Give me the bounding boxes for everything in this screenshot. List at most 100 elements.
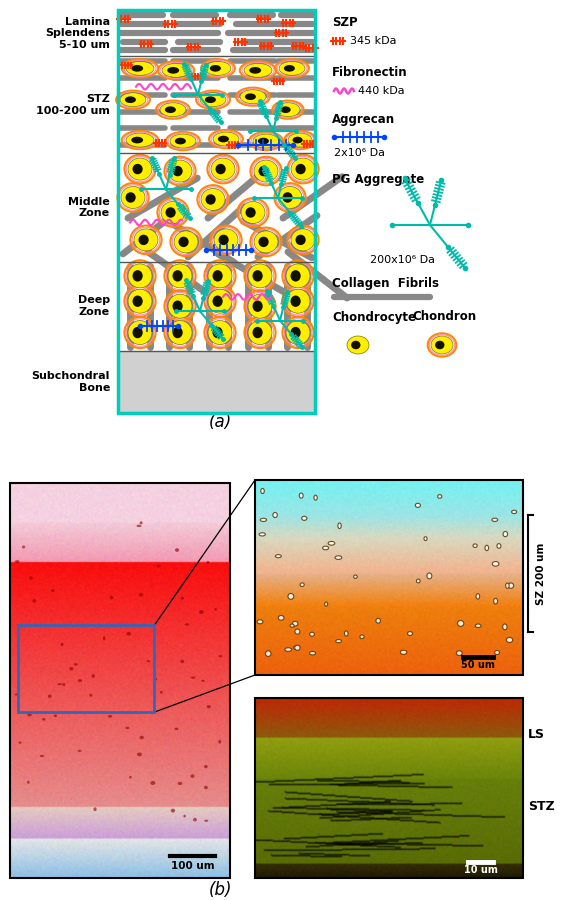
Bar (118, 10, 315, 413)
Ellipse shape (424, 536, 427, 541)
Ellipse shape (347, 336, 369, 354)
Text: (b): (b) (208, 881, 232, 899)
Ellipse shape (168, 320, 192, 345)
Ellipse shape (126, 193, 136, 202)
Ellipse shape (15, 560, 20, 563)
Ellipse shape (335, 556, 342, 560)
Ellipse shape (245, 207, 256, 218)
Ellipse shape (241, 202, 265, 223)
Ellipse shape (286, 289, 310, 313)
Ellipse shape (165, 207, 176, 218)
Ellipse shape (42, 718, 45, 721)
Ellipse shape (136, 525, 141, 527)
Ellipse shape (278, 186, 302, 209)
Ellipse shape (178, 237, 189, 248)
Ellipse shape (415, 503, 420, 508)
Ellipse shape (210, 65, 221, 72)
Ellipse shape (314, 495, 318, 500)
Ellipse shape (78, 750, 82, 751)
Ellipse shape (275, 554, 281, 558)
Ellipse shape (178, 782, 182, 785)
Ellipse shape (293, 621, 298, 626)
Ellipse shape (476, 594, 480, 599)
Ellipse shape (132, 164, 143, 175)
Text: SZ 200 um: SZ 200 um (536, 543, 546, 605)
Ellipse shape (32, 599, 36, 602)
Ellipse shape (260, 518, 266, 521)
Ellipse shape (18, 742, 22, 743)
Text: STZ
100-200 um: STZ 100-200 um (36, 94, 110, 115)
Ellipse shape (121, 186, 145, 209)
Ellipse shape (213, 132, 239, 146)
Ellipse shape (258, 166, 269, 176)
Ellipse shape (253, 134, 279, 148)
Ellipse shape (91, 674, 95, 678)
Ellipse shape (171, 809, 175, 813)
Ellipse shape (93, 807, 97, 811)
Ellipse shape (245, 94, 256, 100)
Ellipse shape (131, 137, 143, 143)
Ellipse shape (205, 61, 231, 76)
Ellipse shape (294, 646, 298, 650)
Ellipse shape (492, 518, 498, 521)
Ellipse shape (248, 320, 272, 345)
Text: PG Aggregate: PG Aggregate (332, 174, 424, 186)
Ellipse shape (40, 755, 44, 757)
Bar (118, 350, 315, 413)
Ellipse shape (290, 624, 294, 627)
Ellipse shape (140, 521, 143, 525)
Ellipse shape (258, 138, 269, 144)
Ellipse shape (253, 301, 263, 312)
Ellipse shape (376, 618, 381, 623)
Ellipse shape (435, 341, 445, 349)
Text: Subchondral
Bone: Subchondral Bone (32, 371, 110, 392)
Ellipse shape (290, 327, 300, 338)
Ellipse shape (512, 510, 517, 514)
Ellipse shape (207, 561, 210, 563)
Ellipse shape (323, 546, 329, 550)
Ellipse shape (51, 590, 55, 592)
Ellipse shape (120, 93, 146, 107)
Ellipse shape (212, 270, 223, 282)
Ellipse shape (290, 295, 300, 307)
Ellipse shape (351, 341, 361, 349)
Ellipse shape (261, 489, 264, 493)
Ellipse shape (27, 714, 32, 716)
Ellipse shape (140, 735, 144, 739)
Ellipse shape (173, 166, 183, 176)
Bar (255, 480, 523, 675)
Ellipse shape (29, 576, 33, 580)
Ellipse shape (336, 640, 341, 643)
Ellipse shape (457, 651, 462, 655)
Ellipse shape (295, 164, 306, 175)
Text: STZ: STZ (528, 799, 555, 813)
Ellipse shape (167, 67, 179, 74)
Ellipse shape (257, 620, 263, 624)
Ellipse shape (48, 695, 52, 698)
Ellipse shape (503, 532, 508, 536)
Ellipse shape (273, 512, 277, 517)
Text: 2x10⁶ Da: 2x10⁶ Da (334, 148, 385, 158)
Ellipse shape (492, 562, 499, 566)
Ellipse shape (54, 715, 57, 717)
Ellipse shape (173, 270, 183, 282)
Ellipse shape (207, 705, 211, 708)
Text: 440 kDa: 440 kDa (358, 86, 404, 96)
Text: Middle
Zone: Middle Zone (68, 197, 110, 219)
Ellipse shape (219, 235, 229, 245)
Ellipse shape (508, 583, 513, 589)
Text: 345 kDa: 345 kDa (350, 36, 396, 46)
Ellipse shape (495, 651, 499, 654)
Ellipse shape (438, 495, 442, 499)
Ellipse shape (191, 677, 195, 679)
Ellipse shape (181, 597, 184, 600)
Ellipse shape (27, 780, 30, 784)
Ellipse shape (128, 264, 152, 288)
Ellipse shape (208, 289, 232, 313)
Ellipse shape (215, 164, 225, 175)
Ellipse shape (126, 133, 154, 147)
Ellipse shape (165, 106, 176, 113)
Ellipse shape (160, 103, 186, 117)
Ellipse shape (219, 655, 222, 657)
Ellipse shape (431, 336, 453, 354)
